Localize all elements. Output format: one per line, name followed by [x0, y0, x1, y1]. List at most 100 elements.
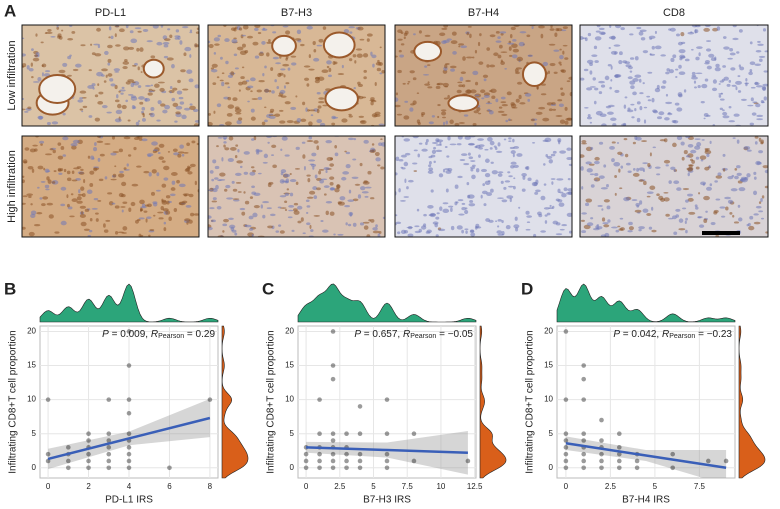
- cell: [479, 33, 482, 37]
- cell: [487, 108, 491, 112]
- cell: [636, 117, 641, 123]
- cell: [95, 218, 99, 222]
- cell: [280, 169, 287, 174]
- cell: [590, 217, 594, 220]
- cell: [756, 161, 762, 165]
- cell: [676, 33, 680, 37]
- cell: [107, 73, 113, 77]
- cell: [724, 196, 731, 200]
- cell: [469, 199, 474, 203]
- cell: [358, 115, 365, 118]
- cell: [488, 110, 494, 115]
- cell: [119, 89, 126, 92]
- cell: [345, 222, 348, 226]
- cell: [231, 180, 235, 184]
- cell: [501, 104, 509, 107]
- cell: [533, 233, 537, 237]
- cell: [594, 156, 600, 161]
- tissue: [395, 25, 572, 126]
- cell: [234, 108, 242, 113]
- point: [106, 431, 112, 436]
- cell: [477, 41, 481, 47]
- cell: [163, 227, 167, 232]
- cell: [279, 109, 284, 112]
- cell: [712, 79, 717, 84]
- cell: [722, 168, 726, 172]
- cell: [458, 45, 461, 48]
- cell: [704, 149, 709, 152]
- cell: [409, 107, 414, 112]
- cell: [57, 142, 62, 146]
- point: [465, 458, 471, 464]
- cell: [436, 83, 441, 86]
- cell: [477, 112, 482, 115]
- point: [317, 451, 322, 457]
- y-tick-label: 15: [27, 361, 36, 370]
- cell: [762, 28, 767, 32]
- cell: [435, 234, 439, 237]
- cell: [193, 213, 199, 216]
- point: [126, 451, 132, 457]
- cell: [667, 112, 673, 116]
- cell: [97, 83, 100, 86]
- cell: [194, 43, 198, 48]
- cell: [30, 213, 36, 218]
- cell: [285, 82, 290, 85]
- cell: [675, 68, 679, 71]
- cell: [47, 179, 52, 184]
- cell: [647, 99, 652, 102]
- cell: [720, 98, 725, 101]
- cell: [522, 175, 526, 180]
- cell: [416, 92, 420, 95]
- cell: [632, 141, 637, 145]
- point: [670, 465, 675, 471]
- cell: [750, 86, 756, 89]
- cell: [561, 192, 567, 198]
- cell: [719, 107, 723, 111]
- cell: [181, 153, 185, 157]
- cell: [216, 206, 222, 210]
- cell: [490, 88, 497, 94]
- cell: [67, 37, 74, 41]
- point: [357, 465, 363, 471]
- x-tick-label: 10: [436, 482, 445, 491]
- y-tick-label: 15: [285, 361, 294, 370]
- cell: [465, 89, 472, 94]
- cell: [122, 65, 128, 70]
- cell: [141, 106, 146, 111]
- cell: [178, 201, 186, 206]
- cell: [230, 71, 235, 76]
- cell: [638, 226, 645, 230]
- cell: [189, 105, 196, 111]
- cell: [636, 26, 642, 30]
- cell: [28, 67, 34, 72]
- cell: [527, 177, 532, 182]
- cell: [684, 58, 690, 62]
- cell: [354, 183, 361, 186]
- cell: [623, 196, 630, 202]
- cell: [617, 151, 623, 155]
- cell: [752, 101, 758, 104]
- cell: [454, 184, 459, 189]
- cell: [722, 111, 728, 116]
- cell: [210, 68, 218, 73]
- cell: [41, 203, 46, 207]
- cell: [472, 164, 476, 167]
- cell: [482, 183, 486, 187]
- cell: [587, 32, 592, 37]
- cell: [282, 25, 289, 28]
- cell: [518, 41, 525, 47]
- cell: [185, 204, 192, 208]
- cell: [463, 114, 469, 117]
- cell: [526, 221, 531, 224]
- y-tick-label: 0: [32, 463, 37, 472]
- cell: [446, 38, 452, 41]
- cell: [497, 36, 501, 40]
- cell: [505, 119, 509, 123]
- cell: [527, 54, 533, 57]
- point: [126, 410, 132, 416]
- cell: [497, 197, 504, 200]
- point: [106, 451, 112, 457]
- cell: [458, 84, 464, 88]
- cell: [428, 214, 434, 217]
